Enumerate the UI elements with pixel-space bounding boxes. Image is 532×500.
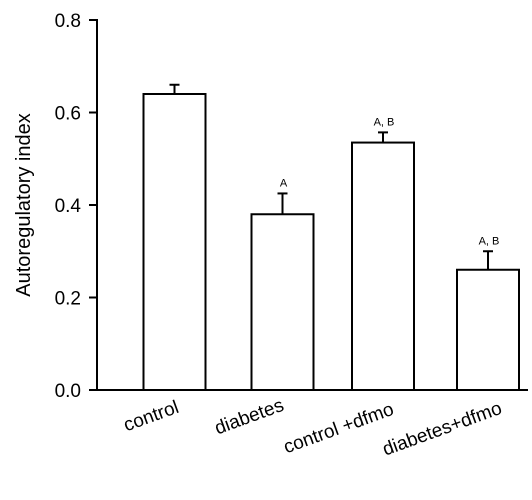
- y-tick-label-3: 0.6: [55, 104, 81, 125]
- bar-annotation-3: A, B: [479, 235, 500, 247]
- bar-2: [351, 141, 415, 391]
- y-tick-label-2: 0.4: [55, 196, 82, 217]
- bar-0: [142, 93, 207, 391]
- bar-3: [456, 268, 520, 391]
- bar-annotation-2: A, B: [374, 116, 395, 128]
- bar-1: [250, 213, 315, 391]
- y-tick-label-1: 0.2: [55, 289, 81, 310]
- x-tick-label-1: diabetes: [212, 395, 287, 439]
- x-tick-label-3: diabetes+dfmo: [380, 398, 505, 461]
- bar-annotation-1: A: [280, 177, 288, 189]
- x-tick-label-0: control: [121, 397, 182, 436]
- x-tick-label-2: control +dfmo: [281, 399, 397, 458]
- bars: A A, B A, B: [142, 83, 520, 391]
- y-tick-label-0: 0.0: [55, 381, 81, 402]
- y-axis-label: Autoregulatory index: [13, 113, 35, 296]
- y-tick-label-4: 0.8: [55, 11, 81, 32]
- y-ticks: 0.0 0.2 0.4 0.6 0.8: [55, 11, 97, 402]
